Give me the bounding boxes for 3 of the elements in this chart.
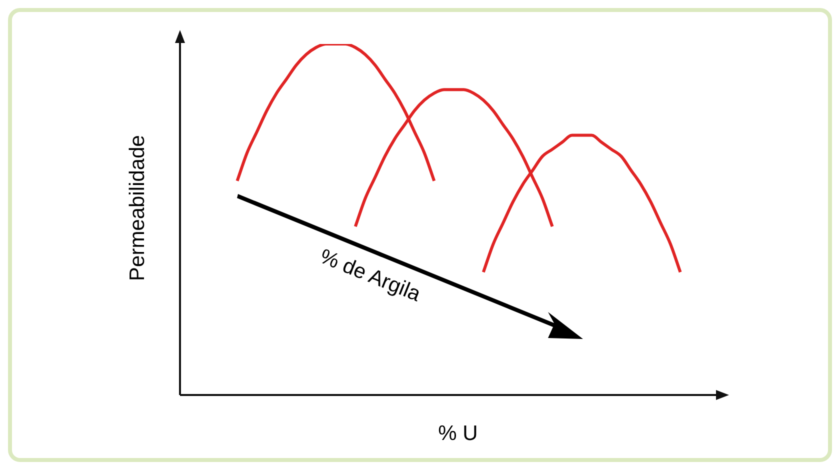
x-axis-title: % U <box>437 422 479 446</box>
y-axis-title: Permeabilidade <box>126 135 150 281</box>
annotation: % de Argila <box>316 244 424 308</box>
